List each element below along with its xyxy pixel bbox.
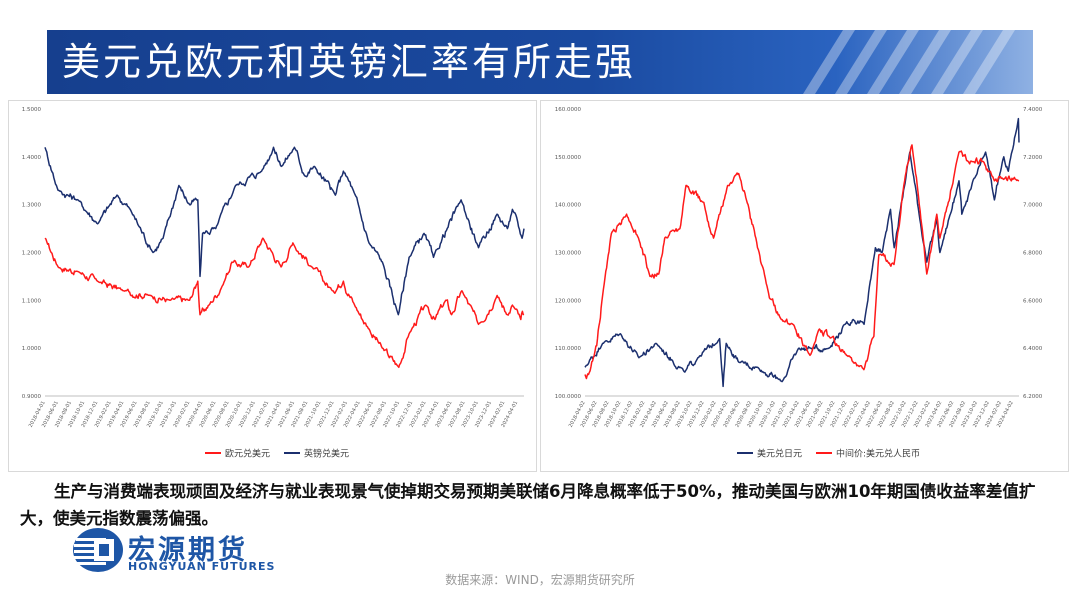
y-tick-label: 1.3000: [22, 203, 42, 209]
y-tick-label: 120.0000: [555, 298, 582, 304]
body-text: 生产与消费端表现顽固及经济与就业表现景气使掉期交易预期美联储6月降息概率低于50…: [20, 482, 1036, 528]
y-tick-label: 160.0000: [555, 107, 582, 113]
y-tick-label: 1.1000: [22, 298, 42, 304]
y-tick-label: 1.4000: [22, 155, 42, 161]
chart-panel-jpy-cny: 160.0000 150.0000 140.0000 130.0000 120.0000…: [540, 100, 1069, 472]
y-right-tick-label: 6.6000: [1023, 298, 1043, 304]
logo-mark-icon: [73, 528, 123, 572]
y-right-tick-label: 6.2000: [1023, 394, 1043, 400]
company-logo: 宏源期货 HONGYUAN FUTURES: [72, 526, 312, 576]
chart-jpy-cny: 160.0000 150.0000 140.0000 130.0000 120.0000…: [555, 107, 1043, 460]
y-tick-label: 140.0000: [555, 203, 582, 209]
chart-panel-eur-gbp: 1.5000 1.4000 1.3000 1.2000 1.1000 1.0000 0.90…: [8, 100, 537, 472]
y-right-tick-label: 6.8000: [1023, 251, 1043, 257]
series-line-1: [584, 144, 1020, 380]
logo-english-text: HONGYUAN FUTURES: [128, 560, 276, 573]
slide-title: 美元兑欧元和英镑汇率有所走强: [62, 40, 637, 84]
legend-label: 中间价:美元兑人民币: [836, 448, 920, 460]
title-decoration: [803, 30, 1015, 94]
y-tick-label: 1.0000: [22, 346, 42, 352]
y-tick-label: 150.0000: [555, 155, 582, 161]
legend-label: 美元兑日元: [757, 448, 802, 460]
y-right-tick-label: 6.4000: [1023, 346, 1043, 352]
y-tick-label: 130.0000: [555, 251, 582, 257]
legend-label: 英镑兑美元: [304, 448, 349, 460]
legend-label: 欧元兑美元: [225, 448, 270, 460]
y-right-tick-label: 7.4000: [1023, 107, 1043, 113]
y-tick-label: 1.2000: [22, 251, 42, 257]
series-line-1: [44, 146, 525, 316]
series-line-0: [44, 237, 525, 369]
y-tick-label: 100.0000: [555, 394, 582, 400]
series-line-0: [584, 117, 1020, 388]
y-tick-label: 110.0000: [555, 346, 582, 352]
chart-eur-gbp: 1.5000 1.4000 1.3000 1.2000 1.1000 1.0000 0.90…: [22, 107, 525, 460]
logo-chinese-text: 宏源期货: [128, 535, 248, 566]
y-right-tick-label: 7.2000: [1023, 155, 1043, 161]
y-tick-label: 1.5000: [22, 107, 42, 113]
y-tick-label: 0.9000: [22, 394, 42, 400]
data-source: 数据来源：WIND，宏源期货研究所: [445, 573, 635, 587]
title-bar: [47, 30, 1033, 94]
y-right-tick-label: 7.0000: [1023, 203, 1043, 209]
